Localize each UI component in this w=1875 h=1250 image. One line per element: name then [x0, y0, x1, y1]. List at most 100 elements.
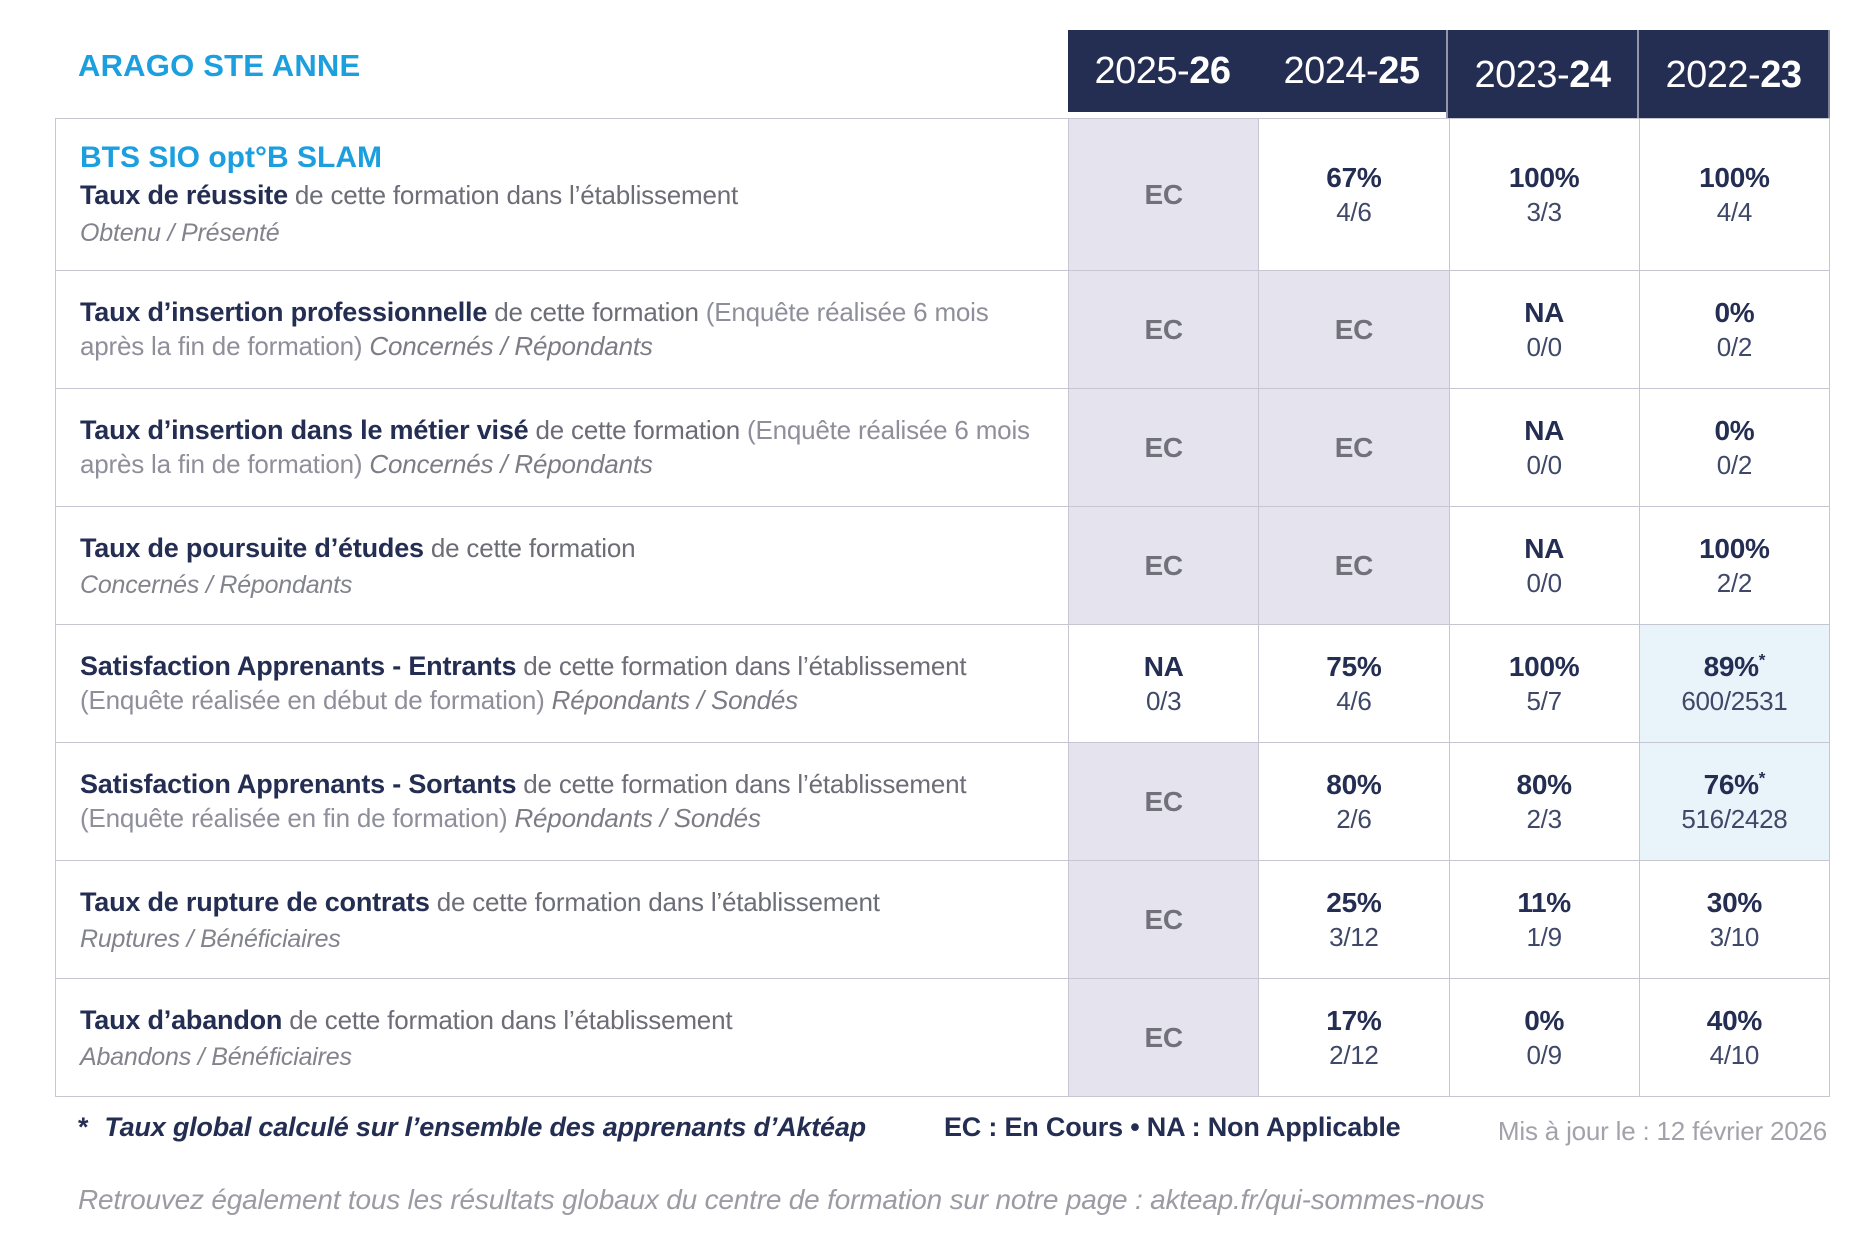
- value-cell: EC: [1258, 271, 1449, 388]
- value-main: 40%: [1706, 1004, 1762, 1036]
- value-main: EC: [1144, 313, 1183, 345]
- value-main: 25%: [1326, 886, 1382, 918]
- value-fraction: 4/6: [1336, 685, 1372, 716]
- value-main: 30%: [1706, 886, 1762, 918]
- label-segment: de cette formation dans l’établissement: [516, 651, 967, 682]
- footnote-star: *: [78, 1112, 89, 1142]
- label-segment: Satisfaction Apprenants - Sortants: [80, 769, 517, 800]
- year-suffix: 23: [1760, 53, 1802, 96]
- value-fraction: 4/6: [1336, 196, 1372, 227]
- value-main: EC: [1144, 431, 1183, 463]
- row-label: BTS SIO opt°B SLAM Taux de réussite de ce…: [56, 119, 1068, 270]
- row-subtitle: Concernés / Répondants: [80, 571, 353, 600]
- year-column: 2022- 23: [1637, 30, 1830, 120]
- year-column: 2025- 26: [1068, 30, 1257, 112]
- value-fraction: 4/10: [1709, 1039, 1760, 1070]
- row-label: Taux d’insertion professionnelle de cett…: [56, 271, 1068, 388]
- label-segment: de cette formation: [528, 415, 748, 446]
- value-cell: EC: [1068, 861, 1259, 978]
- value-cell: 89%* 600/2531: [1638, 625, 1829, 742]
- label-segment: Taux de réussite: [80, 180, 288, 211]
- value-cell: 75% 4/6: [1258, 625, 1449, 742]
- table-row: Taux de poursuite d’études de cette form…: [56, 507, 1829, 625]
- value-main: EC: [1334, 549, 1374, 581]
- value-main: 100%: [1699, 161, 1770, 193]
- row-label-text: Taux de poursuite d’études de cette form…: [80, 531, 1040, 566]
- row-label-text: Taux d’abandon de cette formation dans l…: [80, 1003, 1040, 1038]
- value-fraction: 516/2428: [1681, 803, 1788, 834]
- label-segment: Taux d’insertion dans le métier visé: [80, 415, 529, 446]
- row-label: Taux de poursuite d’études de cette form…: [56, 507, 1068, 624]
- value-fraction: 1/9: [1526, 921, 1563, 952]
- value-cell: 100% 5/7: [1448, 625, 1639, 742]
- value-fraction: 2/6: [1336, 803, 1372, 834]
- value-cell: EC: [1258, 507, 1449, 624]
- label-segment: Taux d’abandon: [80, 1004, 283, 1035]
- value-main: EC: [1334, 431, 1374, 463]
- value-cell: 100% 3/3: [1448, 119, 1639, 270]
- row-label-text: Taux d’insertion dans le métier visé de …: [80, 413, 1040, 482]
- row-label-text: Taux d’insertion professionnelle de cett…: [80, 295, 1040, 364]
- label-segment: (Enquête réalisée en début de formation): [80, 685, 552, 716]
- label-segment: de cette formation dans l’établissement: [429, 886, 880, 917]
- label-segment: de cette formation dans l’établissement: [282, 1004, 733, 1035]
- value-cell: 67% 4/6: [1258, 119, 1449, 270]
- value-main: NA: [1143, 650, 1184, 682]
- row-subtitle: Abandons / Bénéficiaires: [80, 1043, 352, 1072]
- value-main: NA: [1524, 296, 1565, 328]
- value-cell: EC: [1068, 271, 1259, 388]
- table-row: Taux d’insertion professionnelle de cett…: [56, 271, 1829, 389]
- label-segment: Répondants / Sondés: [551, 685, 798, 716]
- value-cell: 30% 3/10: [1638, 861, 1829, 978]
- value-main: 67%: [1326, 161, 1382, 193]
- label-segment: de cette formation dans l’établissement: [516, 769, 967, 800]
- value-main: NA: [1524, 532, 1565, 564]
- year-header-row: 2025- 26 2024- 25 2023- 24 2022- 23: [1068, 30, 1830, 120]
- table-row: Taux d’insertion dans le métier visé de …: [56, 389, 1829, 507]
- table-row: Satisfaction Apprenants - Sortants de ce…: [56, 743, 1829, 861]
- abbreviation-legend: EC : En Cours • NA : Non Applicable: [944, 1112, 1401, 1142]
- row-label: Taux d’abandon de cette formation dans l…: [56, 979, 1068, 1096]
- value-main: 80%: [1516, 768, 1572, 800]
- value-fraction: 0/0: [1526, 449, 1563, 480]
- value-cell: 80% 2/6: [1258, 743, 1449, 860]
- row-label-text: Satisfaction Apprenants - Entrants de ce…: [80, 649, 1040, 718]
- results-table: BTS SIO opt°B SLAM Taux de réussite de ce…: [55, 118, 1830, 1097]
- footnote-text: Taux global calculé sur l’ensemble des a…: [104, 1112, 866, 1142]
- value-fraction: 3/10: [1709, 921, 1760, 952]
- value-cell: NA 0/0: [1448, 507, 1639, 624]
- table-row: Taux d’abandon de cette formation dans l…: [56, 979, 1829, 1096]
- value-cell: 100% 2/2: [1638, 507, 1829, 624]
- label-segment: de cette formation: [423, 532, 636, 563]
- value-cell: NA 0/3: [1068, 625, 1259, 742]
- value-cell: EC: [1068, 507, 1259, 624]
- year-suffix: 25: [1378, 49, 1420, 92]
- label-segment: (Enquête réalisée en fin de formation): [80, 803, 515, 834]
- value-cell: 40% 4/10: [1638, 979, 1829, 1096]
- value-cell: NA 0/0: [1448, 389, 1639, 506]
- value-main: EC: [1144, 178, 1183, 210]
- row-label: Satisfaction Apprenants - Sortants de ce…: [56, 743, 1068, 860]
- value-fraction: 0/9: [1526, 1039, 1563, 1070]
- year-prefix: 2022-: [1665, 53, 1761, 96]
- value-fraction: 5/7: [1526, 685, 1563, 716]
- value-fraction: 600/2531: [1681, 685, 1788, 716]
- org-name: ARAGO STE ANNE: [78, 48, 361, 83]
- value-main: 17%: [1326, 1004, 1382, 1036]
- value-main: EC: [1144, 785, 1183, 817]
- label-segment: Taux d’insertion professionnelle: [80, 297, 488, 328]
- value-main: 0%: [1714, 414, 1755, 446]
- value-cell: EC: [1068, 389, 1259, 506]
- value-fraction: 0/2: [1716, 449, 1753, 480]
- value-cell: 100% 4/4: [1638, 119, 1829, 270]
- footnote: * Taux global calculé sur l’ensemble des …: [78, 1112, 866, 1143]
- value-main: 0%: [1524, 1004, 1565, 1036]
- label-segment: Répondants / Sondés: [514, 803, 761, 834]
- year-suffix: 26: [1189, 49, 1231, 92]
- table-row: Satisfaction Apprenants - Entrants de ce…: [56, 625, 1829, 743]
- label-segment: Satisfaction Apprenants - Entrants: [80, 651, 517, 682]
- program-title: BTS SIO opt°B SLAM: [80, 141, 382, 175]
- value-fraction: 0/0: [1526, 567, 1563, 598]
- value-cell: 76%* 516/2428: [1638, 743, 1829, 860]
- year-column: 2024- 25: [1257, 30, 1446, 112]
